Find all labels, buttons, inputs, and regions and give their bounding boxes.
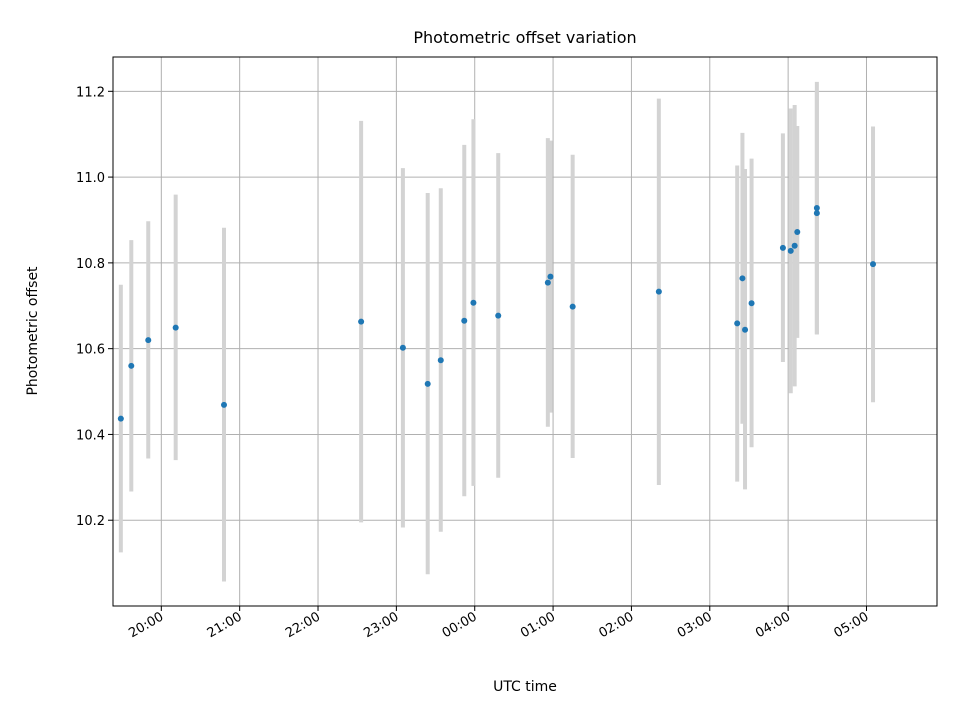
data-point [470,299,477,306]
data-point [424,380,431,387]
data-point [128,362,135,369]
data-point [220,401,227,408]
y-tick-label: 10.2 [76,514,105,529]
data-point [742,326,749,333]
data-point [461,317,468,324]
data-point [739,275,746,282]
data-point [734,320,741,327]
data-point [870,261,877,268]
grid-layer [113,57,937,606]
data-point [813,210,820,217]
y-tick-label: 10.4 [76,428,105,443]
y-axis: 10.2 10.4 10.6 10.8 11.0 11.2 [76,85,113,529]
y-tick-label: 11.0 [76,171,105,186]
data-point [117,415,124,422]
data-point [779,244,786,251]
data-point [437,357,444,364]
plot-area-frame [112,56,938,607]
data-point [358,318,365,325]
data-point-layer [117,204,877,422]
x-axis-label: UTC time [493,679,557,695]
data-point [787,247,794,254]
chart-title: Photometric offset variation [413,28,636,47]
y-tick-label: 10.6 [76,343,105,358]
data-point [569,303,576,310]
data-point [547,273,554,280]
data-point [495,312,502,319]
data-point [655,288,662,295]
y-tick-label: 11.2 [76,85,105,100]
data-point [172,324,179,331]
y-tick-label: 10.8 [76,257,105,272]
data-point [145,337,152,344]
data-point [791,242,798,249]
data-point [813,204,820,211]
y-axis-label: Photometric offset [25,266,41,396]
data-point [399,344,406,351]
data-point [544,279,551,286]
data-point [794,228,801,235]
data-point [748,300,755,307]
